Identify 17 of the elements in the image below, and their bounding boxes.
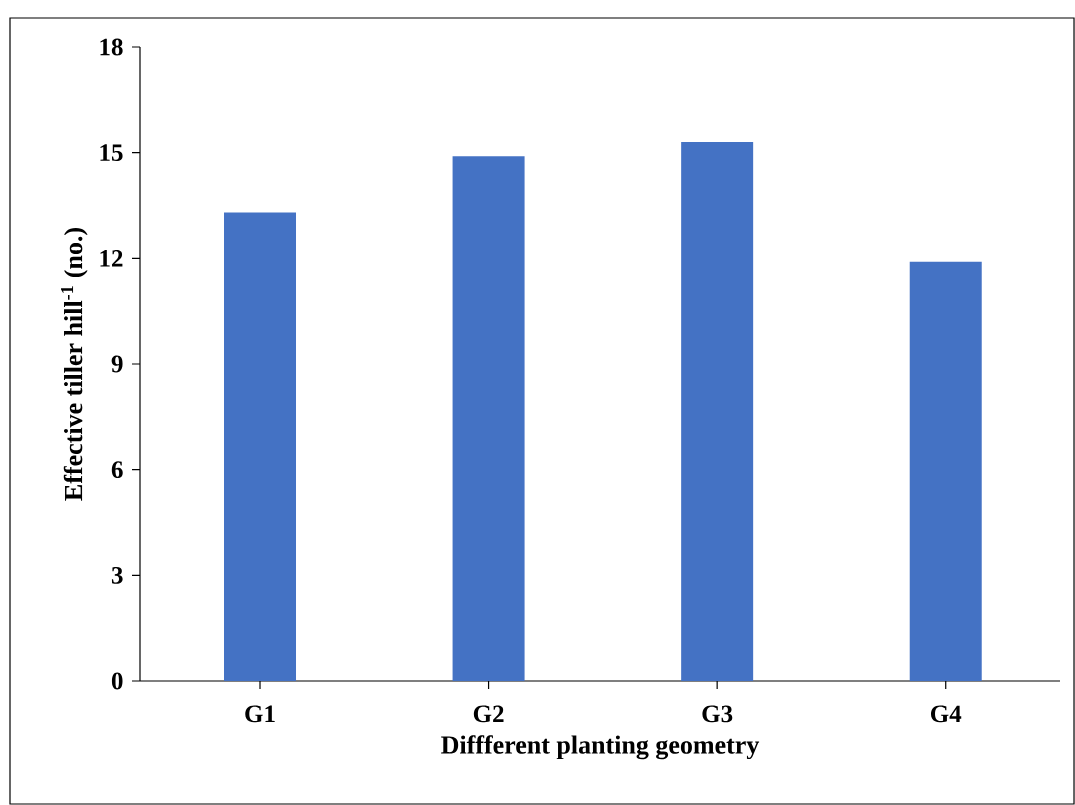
y-tick-label: 6 [111, 461, 123, 479]
x-tick-label: G2 [473, 705, 504, 723]
y-axis-title: Effective tiller hill$^{-1}$ (no.) [61, 228, 88, 501]
bar [224, 212, 297, 681]
y-tick-label: 9 [111, 355, 123, 373]
bar [909, 261, 982, 681]
y-tick-label: 3 [111, 566, 123, 584]
y-tick-label: 18 [100, 38, 123, 56]
y-tick-label: 15 [100, 144, 123, 162]
y-tick-label: 12 [100, 250, 123, 267]
x-axis-title: Diffferent planting geometry [441, 735, 760, 760]
bar [681, 142, 754, 681]
x-tick-label: G3 [702, 705, 733, 723]
y-tick-label: 0 [111, 672, 123, 690]
x-tick-label: G4 [930, 705, 962, 723]
x-tick-label: G1 [245, 705, 275, 723]
bar [452, 156, 525, 681]
